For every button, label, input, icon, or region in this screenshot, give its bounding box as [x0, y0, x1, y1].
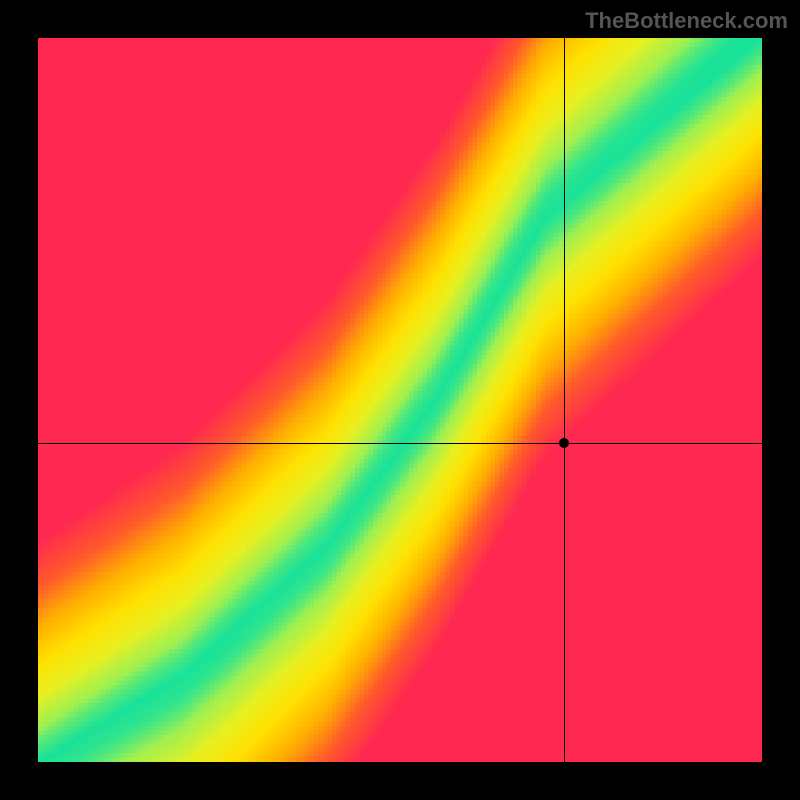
crosshair-horizontal	[38, 443, 762, 444]
chart-container: { "watermark_text": "TheBottleneck.com",…	[0, 0, 800, 800]
crosshair-vertical	[564, 38, 565, 762]
heatmap-canvas	[38, 38, 762, 762]
watermark-text: TheBottleneck.com	[585, 8, 788, 34]
heatmap-plot	[38, 38, 762, 762]
